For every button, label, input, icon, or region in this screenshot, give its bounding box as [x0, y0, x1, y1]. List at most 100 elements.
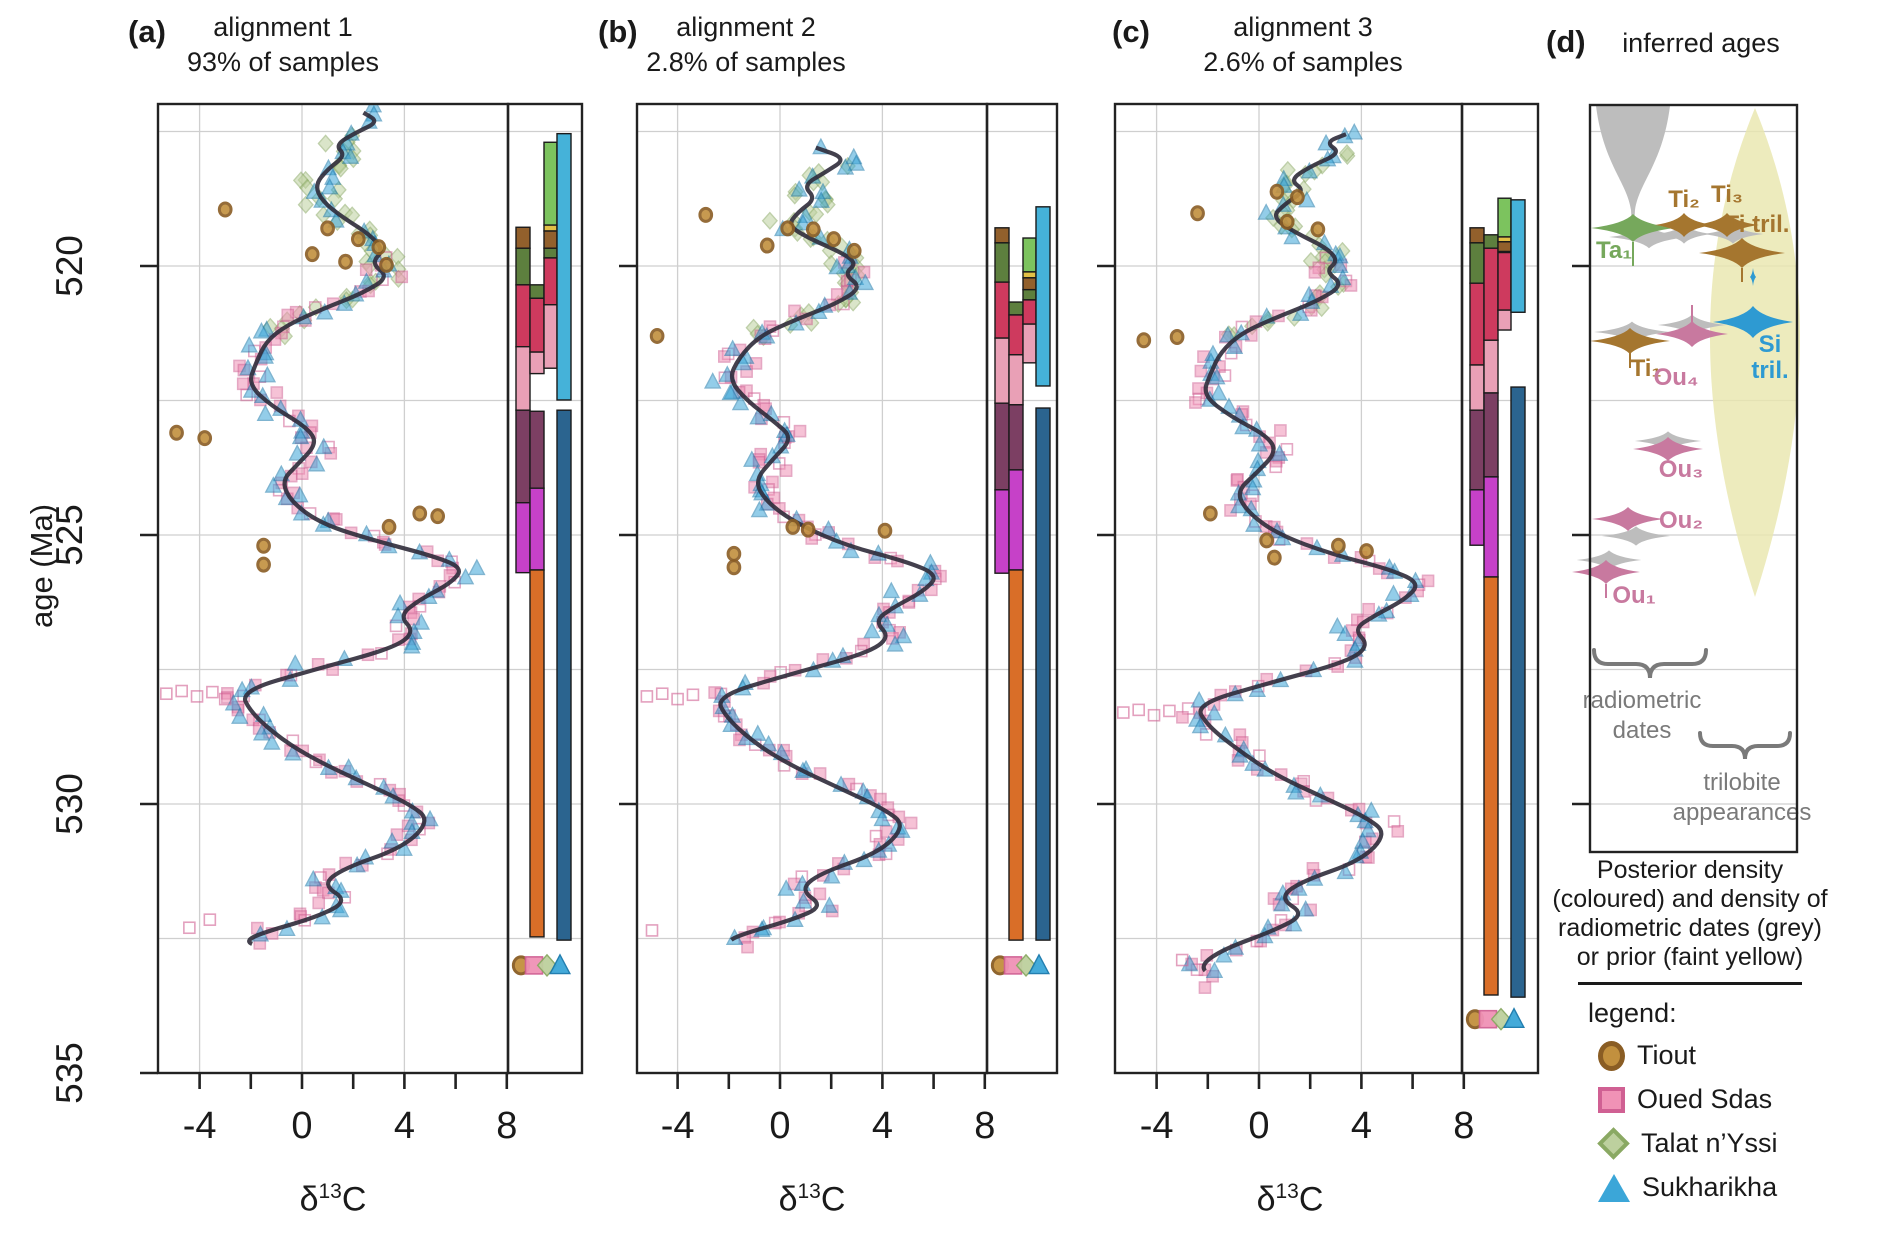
- formation-bar-darkpurple: [994, 402, 1010, 491]
- brace-label: radiometric: [1583, 687, 1702, 714]
- scatter-sukharikha: [1180, 122, 1425, 979]
- sidebar-b: [990, 206, 1051, 977]
- data-point: [766, 475, 779, 489]
- data-point: [750, 500, 769, 518]
- violin-shadow: [1609, 225, 1689, 249]
- violin-label: Ou₂: [1659, 507, 1703, 534]
- formation-bar-magenta: [1008, 469, 1024, 571]
- data-point: [291, 427, 310, 445]
- data-point: [206, 685, 219, 699]
- data-point: [836, 158, 855, 175]
- data-point: [1231, 472, 1244, 486]
- formation-bar-darkblue: [1510, 386, 1526, 998]
- data-point: [1175, 953, 1189, 967]
- formation-bar-lightgreen: [543, 141, 558, 226]
- sidebar-site-symbol-triangle: [1502, 1007, 1526, 1029]
- panel-a-label: (a): [128, 14, 166, 49]
- violin-ou₂: Ou₂: [1592, 507, 1703, 546]
- talat-nyssi-diamond-icon: [1597, 1127, 1630, 1160]
- violin-shape: [1591, 214, 1675, 242]
- violin-shape: [1695, 213, 1759, 237]
- data-point: [288, 444, 306, 461]
- delta-symbol: δ: [778, 1180, 798, 1219]
- formation-bar-darkgreen: [1022, 288, 1037, 301]
- panel-a-x-axis-title: δ13C: [233, 1180, 433, 1219]
- data-point: [1331, 256, 1349, 274]
- formation-bar-brown: [1497, 241, 1512, 253]
- data-point: [391, 593, 409, 611]
- formation-bar-lightpink: [1008, 354, 1024, 406]
- x-tick-label: -4: [1140, 1105, 1174, 1147]
- radiometric-density-funnel: [1596, 106, 1670, 226]
- plot-area: [640, 137, 947, 954]
- data-point: [1136, 332, 1152, 349]
- caption-line-3: radiometric dates (grey): [1558, 914, 1822, 942]
- panel-b-title-line1: alignment 2: [676, 12, 816, 42]
- data-point: [281, 308, 295, 322]
- data-point: [1205, 703, 1223, 721]
- y-tick-label: 520: [49, 235, 90, 297]
- formation-bar-cyan: [1510, 199, 1526, 313]
- data-point: [1132, 703, 1145, 717]
- data-point: [640, 690, 654, 703]
- data-point: [175, 684, 188, 698]
- data-point: [183, 921, 196, 935]
- data-point: [169, 424, 184, 441]
- data-point: [793, 424, 807, 438]
- posterior-mean-curve: [243, 110, 461, 946]
- formation-bar-darkgreen: [529, 284, 545, 299]
- formation-bar-yellow: [543, 224, 558, 232]
- data-point: [1191, 716, 1210, 734]
- data-point: [1209, 383, 1228, 401]
- formation-bar-darkgreen: [1483, 234, 1499, 249]
- panel-d-title: inferred ages: [1622, 28, 1780, 58]
- data-point: [856, 273, 875, 291]
- formation-bar-orange: [529, 569, 545, 938]
- violin-shape: [1633, 437, 1703, 461]
- formation-bar-crimson: [994, 281, 1010, 339]
- data-point: [1296, 899, 1315, 917]
- formation-bar-yellow: [1497, 236, 1512, 243]
- carbon-symbol: C: [341, 1180, 367, 1219]
- data-point: [256, 556, 271, 573]
- data-point: [1328, 616, 1347, 634]
- data-point: [894, 626, 913, 644]
- formation-bar-cyan: [1035, 206, 1051, 387]
- data-point: [794, 892, 813, 909]
- data-point: [1117, 706, 1130, 719]
- formation-bar-crimson: [1483, 247, 1499, 341]
- formation-bar-lightgreen: [1022, 237, 1037, 273]
- data-point: [828, 257, 846, 275]
- legend-item-label: Talat n’Yssi: [1641, 1128, 1778, 1158]
- data-point: [649, 327, 665, 344]
- data-point: [847, 154, 865, 171]
- formation-bar-crimson: [1008, 314, 1024, 356]
- x-tick-label: -4: [183, 1105, 217, 1147]
- data-point: [1269, 460, 1283, 474]
- brace-label: trilobite: [1703, 769, 1780, 796]
- x-tick-label: 8: [496, 1105, 517, 1147]
- data-point: [236, 377, 250, 391]
- data-point: [813, 887, 827, 901]
- formation-bar-darkblue: [1035, 407, 1051, 941]
- data-point: [1362, 602, 1375, 616]
- violin-shape: [1699, 238, 1785, 268]
- data-point: [721, 383, 739, 401]
- data-point: [307, 454, 326, 472]
- scatter-sukharikha: [703, 137, 941, 945]
- data-point: [1269, 183, 1285, 200]
- violin-label: Ti₃: [1711, 181, 1743, 208]
- data-point: [203, 913, 217, 926]
- panel-a-title: alignment 1 93% of samples: [133, 10, 433, 80]
- sukharikha-triangle-icon: [1598, 1173, 1630, 1202]
- panel-c-label: (c): [1112, 14, 1150, 49]
- data-point: [252, 723, 271, 741]
- formation-bar-crimson: [515, 284, 531, 348]
- formation-bar-brown: [515, 226, 531, 249]
- data-point: [217, 201, 233, 218]
- formation-bar-darkpurple: [1008, 404, 1024, 471]
- formation-bar-lightpink: [994, 337, 1010, 404]
- data-point: [1250, 435, 1269, 452]
- formation-bar-darkgreen: [994, 242, 1010, 283]
